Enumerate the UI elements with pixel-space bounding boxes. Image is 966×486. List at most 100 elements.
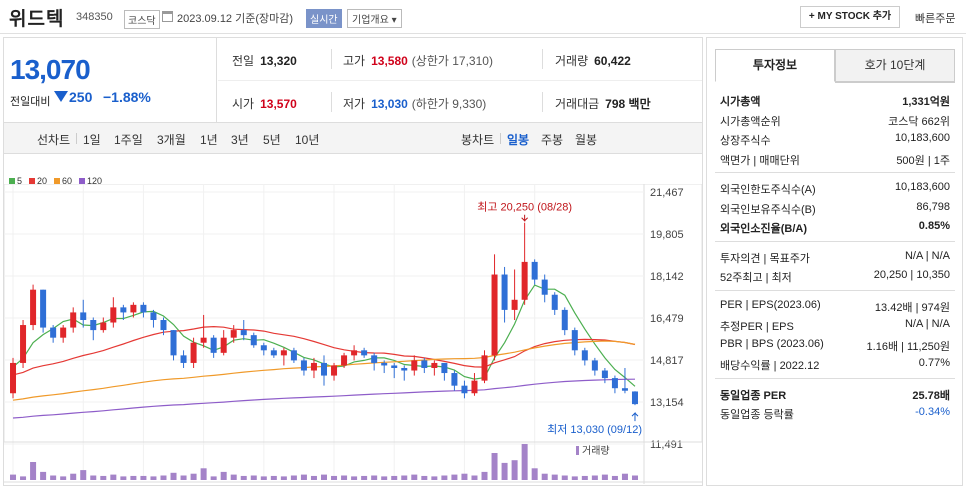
info-key: PBR | BPS (2023.06) — [720, 337, 824, 350]
period-1d[interactable]: 1일 — [83, 133, 101, 147]
candle-body — [180, 355, 187, 363]
max-price-label: 최고 20,250 (08/28) — [477, 201, 572, 214]
info-row: 상장주식수 10,183,600 — [720, 132, 950, 148]
candle-body — [10, 362, 17, 394]
stat-high: 고가 13,580 (상한가 17,310) — [343, 52, 493, 69]
period-5y[interactable]: 5년 — [263, 133, 281, 147]
divider — [715, 172, 955, 173]
change-percent: −1.88% — [103, 89, 151, 105]
candle-body — [441, 362, 448, 374]
volume-bar — [571, 476, 578, 480]
tab-investment-info[interactable]: 투자정보 — [715, 49, 835, 82]
volume-bar — [70, 473, 77, 480]
volume-bar — [491, 453, 498, 480]
candle — [431, 360, 438, 376]
period-selector: 선차트 1일 1주일 3개월 1년 3년 5년 10년 봉차트 일봉 주봉 월봉 — [4, 122, 702, 154]
candle-body — [411, 360, 418, 371]
company-info-dropdown[interactable]: 기업개요 ▾ — [347, 9, 402, 28]
candle-body — [321, 362, 327, 376]
candle-body — [631, 391, 638, 405]
legend-swatch — [79, 178, 85, 184]
candle — [110, 297, 117, 328]
candle-body — [150, 312, 157, 320]
candle-body — [401, 367, 408, 371]
info-row: 투자의견 | 목표주가 N/A | N/A — [720, 250, 950, 266]
period-1y[interactable]: 1년 — [200, 133, 218, 147]
candle-body — [220, 337, 227, 353]
candle — [310, 357, 317, 379]
candle — [220, 330, 227, 356]
candle — [250, 332, 257, 348]
realtime-button[interactable]: 실시간 — [306, 9, 342, 28]
candle-weekly[interactable]: 주봉 — [541, 133, 564, 147]
candle — [290, 347, 297, 363]
candle — [451, 370, 458, 391]
volume-bar — [451, 474, 458, 480]
candle-chart-label[interactable]: 봉차트 — [461, 133, 495, 147]
tab-underline — [835, 82, 955, 83]
period-3m[interactable]: 3개월 — [157, 133, 186, 147]
info-value: 10,183,600 — [894, 132, 950, 144]
legend-ma5: 5 — [9, 176, 22, 186]
quick-order-button[interactable]: 빠른주문 — [915, 13, 956, 25]
candle-body — [70, 312, 77, 328]
candle-daily[interactable]: 일봉 — [507, 133, 530, 147]
candle — [621, 367, 628, 394]
candle-body — [581, 350, 588, 361]
candlestick-chart[interactable]: 21,467 19,805 18,142 16,479 14,817 13,154 11,4… — [4, 184, 702, 484]
info-row: 외국인보유주식수(B) 86,798 — [720, 201, 950, 217]
candle — [591, 357, 598, 376]
volume-bar — [431, 476, 438, 480]
volume-bar — [391, 475, 398, 480]
volume-bar — [280, 476, 287, 480]
candle — [351, 345, 358, 361]
volume-bar — [461, 473, 468, 480]
chart-frame — [4, 184, 702, 443]
volume-bar — [321, 474, 327, 480]
tab-order-book[interactable]: 호가 10단계 — [835, 49, 955, 82]
candle-monthly[interactable]: 월봉 — [575, 133, 598, 147]
ma-line-120 — [12, 378, 636, 419]
stat-amount: 거래대금 798 백만 — [555, 95, 651, 112]
info-key: 투자의견 | 목표주가 — [720, 252, 810, 265]
volume-bar — [361, 475, 368, 480]
period-1w[interactable]: 1주일 — [114, 133, 143, 147]
volume-bar — [411, 474, 418, 480]
info-value: 코스닥 662위 — [888, 115, 950, 128]
volume-bar — [240, 475, 247, 480]
volume-bar — [601, 474, 608, 480]
candle-body — [300, 360, 307, 371]
add-mystock-button[interactable]: + MY STOCK 추가 — [800, 6, 900, 28]
info-value: 20,250 | 10,350 — [873, 269, 950, 281]
candle-body — [481, 355, 488, 381]
candle — [331, 362, 338, 381]
candle-body — [501, 274, 508, 310]
volume-bar — [371, 475, 378, 480]
period-3y[interactable]: 3년 — [231, 133, 249, 147]
candle-body — [571, 330, 578, 351]
candle-body — [40, 289, 47, 328]
candle-body — [170, 330, 177, 356]
info-value: 86,798 — [916, 200, 950, 213]
info-row: 추정PER | EPS N/A | N/A — [720, 318, 950, 334]
stat-label: 저가 — [343, 97, 366, 111]
divider — [218, 80, 702, 81]
candle — [521, 222, 528, 305]
candle — [210, 335, 217, 358]
divider — [715, 240, 955, 242]
candle — [10, 357, 17, 399]
volume-bar — [290, 475, 297, 480]
info-value: 0.77% — [918, 357, 950, 369]
period-10y[interactable]: 10년 — [295, 133, 320, 147]
volume-bar — [40, 471, 47, 480]
volume-bar — [200, 468, 207, 480]
info-key: PER | EPS(2023.06) — [720, 298, 821, 311]
info-key: 액면가 | 매매단위 — [720, 154, 800, 167]
info-key: 추정PER | EPS — [720, 321, 794, 333]
y-tick-label: 18,142 — [650, 271, 684, 283]
divider — [542, 92, 543, 112]
divider — [715, 289, 955, 291]
volume-bar — [30, 462, 37, 480]
line-chart-label[interactable]: 선차트 — [37, 133, 71, 147]
volume-bar — [300, 474, 307, 480]
